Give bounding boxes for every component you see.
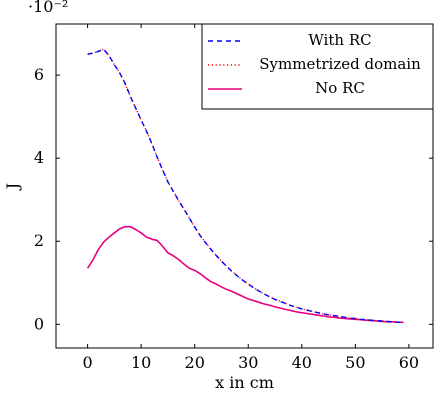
x-axis-label: x in cm <box>215 373 274 392</box>
series-line-no-rc <box>86 225 404 324</box>
legend-label: No RC <box>315 79 365 97</box>
y-tick-label: 2 <box>34 231 44 250</box>
legend-items: With RC Symmetrized domain No RC <box>208 31 421 97</box>
legend: With RC Symmetrized domain No RC <box>201 23 434 110</box>
legend-label: Symmetrized domain <box>259 55 421 73</box>
y-axis-scale-label: ·10⁻² <box>28 0 68 16</box>
x-tick-label: 60 <box>399 353 419 372</box>
x-tick-label: 20 <box>185 353 205 372</box>
y-tick-label: 4 <box>34 148 44 167</box>
x-tick-label: 10 <box>131 353 151 372</box>
series-line-with-rc <box>87 48 404 324</box>
legend-box <box>201 23 434 110</box>
x-tick-label: 30 <box>238 353 258 372</box>
y-tick-label: 0 <box>34 314 44 333</box>
y-axis-label: J <box>3 183 22 191</box>
plot-area <box>86 48 404 324</box>
legend-label: With RC <box>308 31 371 49</box>
x-tick-label: 0 <box>83 353 93 372</box>
x-tick-label: 50 <box>345 353 365 372</box>
axis-ticks: 0 10 20 30 40 50 60 0 2 4 6 <box>34 24 433 372</box>
y-tick-label: 6 <box>34 65 44 84</box>
x-tick-label: 40 <box>292 353 312 372</box>
